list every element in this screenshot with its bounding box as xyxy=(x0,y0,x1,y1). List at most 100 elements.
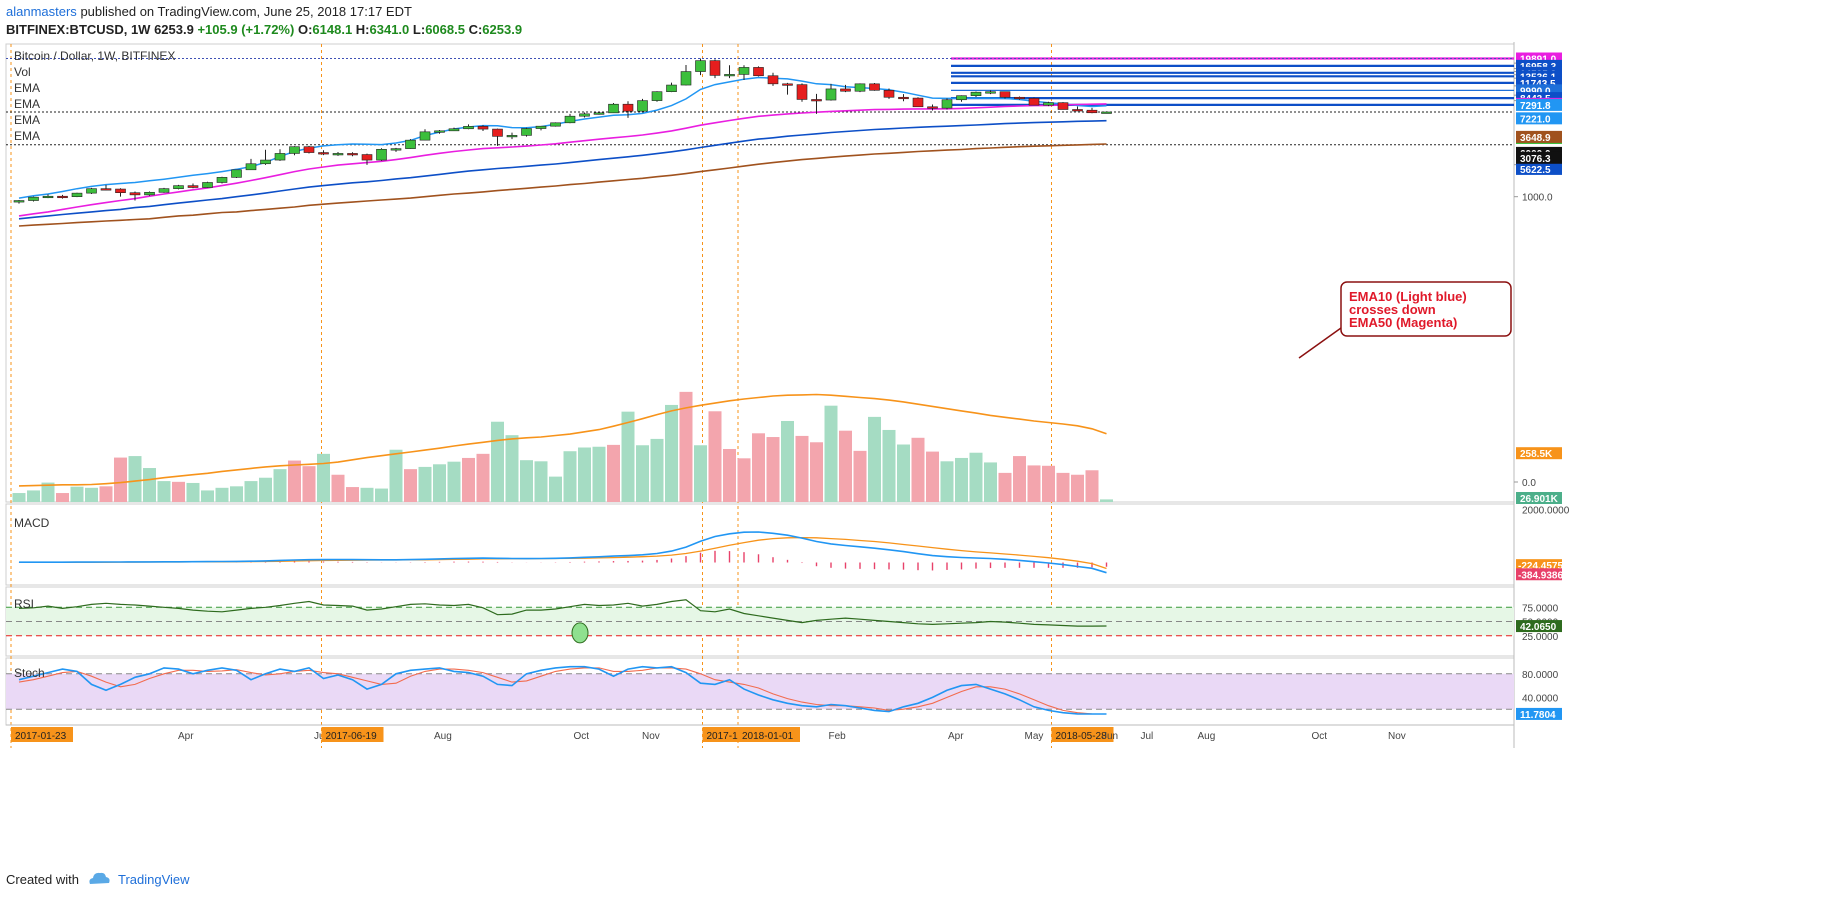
volume-bar xyxy=(433,464,446,502)
tradingview-link[interactable]: TradingView xyxy=(118,872,190,887)
candle xyxy=(100,184,112,191)
candle-body xyxy=(187,185,199,188)
candle-body xyxy=(274,153,286,161)
legend-item-ema-2[interactable]: EMA xyxy=(14,97,40,111)
candle xyxy=(57,194,68,199)
time-label: Aug xyxy=(434,731,452,742)
volume-bar xyxy=(1013,456,1026,502)
macd-badge-bg xyxy=(1516,568,1562,581)
overlay-vol_ma xyxy=(18,393,1107,487)
created-with-label: Created with xyxy=(6,872,79,887)
volume-bar xyxy=(752,433,765,502)
volume-bar xyxy=(708,411,722,502)
candle xyxy=(303,145,315,154)
candle xyxy=(86,187,97,194)
time-tick: Aug xyxy=(434,731,452,742)
candle xyxy=(129,191,141,201)
candle xyxy=(71,192,83,198)
time-highlight-label: 2017-12-11 xyxy=(707,731,758,742)
price-chart[interactable]: 0.01000.02000.08000.09000.011000.013000.… xyxy=(0,42,1828,866)
symbol-label: BITFINEX:BTCUSD, 1W xyxy=(6,22,151,37)
price-badge-bg xyxy=(1516,98,1562,111)
candle xyxy=(390,147,402,152)
time-tick: 2017-01-23 xyxy=(11,727,73,742)
candle-body xyxy=(332,153,344,156)
volume-bar xyxy=(447,461,461,502)
volume-bar xyxy=(1071,474,1084,502)
overlay-ema_blue xyxy=(18,119,1107,220)
legend-item-ema-3[interactable]: EMA xyxy=(14,113,40,127)
ema-overlays xyxy=(18,76,1107,487)
candle-body xyxy=(129,192,141,196)
volume-bar xyxy=(839,430,852,502)
time-tick: Jul xyxy=(1141,731,1154,742)
candle-body xyxy=(506,135,518,138)
candlestick-series xyxy=(13,58,1112,204)
candle-body xyxy=(463,126,474,130)
stoch-badge-bg xyxy=(1516,707,1562,720)
annotation-box xyxy=(1340,281,1512,337)
stoch-label[interactable]: Stoch xyxy=(14,666,45,680)
candle-body xyxy=(57,195,68,199)
volume-bar xyxy=(621,411,635,502)
legend-item-ema-4[interactable]: EMA xyxy=(14,129,40,143)
macd-badge-text: -384.9386 xyxy=(1518,570,1563,581)
rsi-label[interactable]: RSI xyxy=(14,597,34,611)
candle-body xyxy=(927,106,938,109)
macd-line xyxy=(19,531,1107,574)
time-label: Oct xyxy=(1312,731,1328,742)
candle xyxy=(448,127,460,132)
candle-body xyxy=(71,192,83,197)
annotation-callout[interactable]: EMA10 (Light blue) crosses down EMA50 (M… xyxy=(1298,281,1512,359)
legend-item-ema-1[interactable]: EMA xyxy=(14,81,40,95)
volume-bar xyxy=(853,450,867,502)
volume-bar xyxy=(491,421,504,502)
volume-bar xyxy=(911,437,925,502)
volume-bar xyxy=(273,469,287,502)
volume-bar xyxy=(70,486,84,502)
candle-body xyxy=(550,122,561,127)
time-axis: 2017-01-23 Apr Jun 2017-06-19 Aug Oct Nov 2017-… xyxy=(6,724,1514,742)
candle-body xyxy=(13,200,25,203)
candle xyxy=(970,91,982,97)
candle-body xyxy=(593,112,605,115)
legend-item-vol[interactable]: Vol xyxy=(14,65,31,79)
volume-bar xyxy=(99,486,113,502)
candle xyxy=(593,111,605,115)
volume-bar xyxy=(172,481,185,502)
author-link[interactable]: alanmasters xyxy=(6,4,77,19)
volume-bar xyxy=(636,445,649,502)
volume-bar xyxy=(882,429,896,502)
candle xyxy=(1057,102,1069,110)
candle xyxy=(825,83,837,101)
time-highlight-label: 2018-05-28 xyxy=(1056,731,1108,742)
stoch-tick-label: 80.0000 xyxy=(1522,670,1559,681)
candle xyxy=(883,88,895,99)
candle xyxy=(115,188,126,197)
volume-bar xyxy=(549,476,562,502)
high-label: H: xyxy=(355,22,370,37)
stoch-series: 80.0000 40.0000 11.7804 xyxy=(18,665,1562,721)
price-tick-label: 1000.0 xyxy=(1522,193,1553,204)
candle xyxy=(42,194,54,199)
candle-body xyxy=(912,97,924,108)
price-badge-text: 3076.3 xyxy=(1520,154,1551,165)
close-value: 6253.9 xyxy=(482,22,523,37)
volume-bar xyxy=(476,453,490,502)
volume-bar xyxy=(230,486,243,502)
volume-bar xyxy=(114,457,127,502)
tradingview-logo-icon[interactable] xyxy=(86,870,112,888)
candle xyxy=(492,128,503,146)
time-highlight-label: 2017-06-19 xyxy=(326,731,378,742)
time-tick: Jun xyxy=(1102,731,1118,742)
candle-body xyxy=(390,148,402,151)
candle xyxy=(608,102,619,114)
macd-label[interactable]: MACD xyxy=(14,516,50,530)
volume-bar xyxy=(1027,465,1041,502)
candle xyxy=(869,83,880,91)
price-badge-bg xyxy=(1516,447,1562,460)
candle xyxy=(434,130,445,134)
candle xyxy=(405,139,416,149)
time-tick: Nov xyxy=(642,731,660,742)
candle-body xyxy=(782,83,793,86)
